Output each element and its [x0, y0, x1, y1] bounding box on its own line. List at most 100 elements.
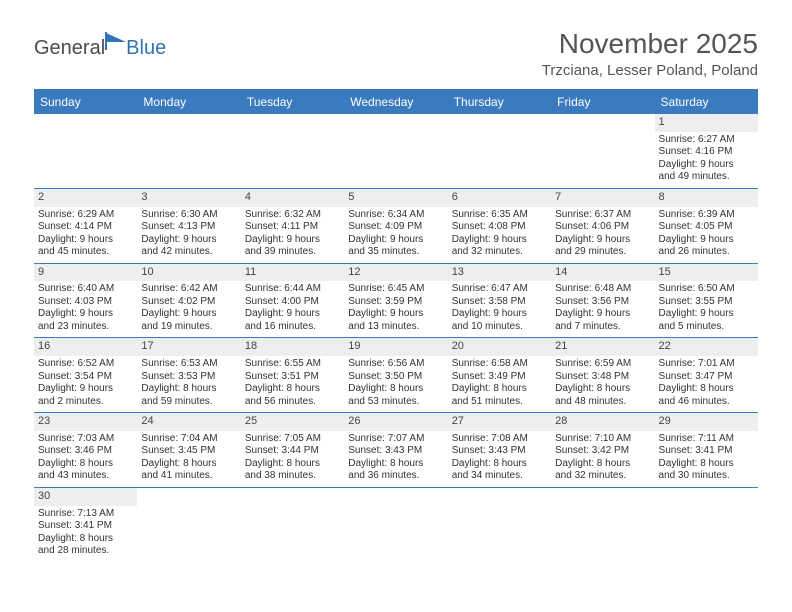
day-info-line: and 29 minutes.: [555, 246, 650, 259]
day-info-line: Sunset: 3:54 PM: [38, 371, 133, 384]
day-number: 2: [34, 189, 137, 207]
day-info-line: Sunrise: 6:44 AM: [245, 283, 340, 296]
day-info-line: Daylight: 9 hours: [245, 308, 340, 321]
day-info-line: Sunset: 4:13 PM: [141, 221, 236, 234]
day-info-line: Daylight: 9 hours: [452, 234, 547, 247]
day-number: 27: [448, 413, 551, 431]
day-info-line: Sunset: 4:11 PM: [245, 221, 340, 234]
day-info-line: Sunset: 3:55 PM: [659, 296, 754, 309]
day-info-line: and 41 minutes.: [141, 470, 236, 483]
day-info-line: and 16 minutes.: [245, 321, 340, 334]
day-info-line: Sunset: 4:02 PM: [141, 296, 236, 309]
top-row: General Blue November 2025 Trzciana, Les…: [34, 28, 758, 79]
day-info-line: and 43 minutes.: [38, 470, 133, 483]
day-info-line: Sunrise: 6:42 AM: [141, 283, 236, 296]
day-info-line: Daylight: 8 hours: [452, 458, 547, 471]
day-info-line: Sunrise: 7:10 AM: [555, 433, 650, 446]
day-info-line: and 7 minutes.: [555, 321, 650, 334]
day-info-line: Daylight: 9 hours: [141, 234, 236, 247]
header-saturday: Saturday: [655, 91, 758, 114]
day-cell: 21Sunrise: 6:59 AMSunset: 3:48 PMDayligh…: [551, 338, 654, 412]
day-info-line: and 2 minutes.: [38, 396, 133, 409]
empty-cell: [344, 114, 447, 188]
day-info-line: Sunset: 3:51 PM: [245, 371, 340, 384]
empty-cell: [655, 488, 758, 562]
day-cell: 19Sunrise: 6:56 AMSunset: 3:50 PMDayligh…: [344, 338, 447, 412]
day-number: 6: [448, 189, 551, 207]
calendar-header-row: Sunday Monday Tuesday Wednesday Thursday…: [34, 91, 758, 114]
day-cell: 11Sunrise: 6:44 AMSunset: 4:00 PMDayligh…: [241, 264, 344, 338]
day-cell: 28Sunrise: 7:10 AMSunset: 3:42 PMDayligh…: [551, 413, 654, 487]
empty-cell: [137, 114, 240, 188]
day-info-line: Sunrise: 7:13 AM: [38, 508, 133, 521]
day-info-line: and 56 minutes.: [245, 396, 340, 409]
day-number: 26: [344, 413, 447, 431]
day-info-line: Sunset: 4:05 PM: [659, 221, 754, 234]
logo-flag-icon: [105, 32, 127, 50]
day-info-line: Sunset: 3:47 PM: [659, 371, 754, 384]
day-number: 29: [655, 413, 758, 431]
day-number: 22: [655, 338, 758, 356]
day-info-line: Sunrise: 6:35 AM: [452, 209, 547, 222]
empty-cell: [448, 114, 551, 188]
day-info-line: Daylight: 9 hours: [141, 308, 236, 321]
page: General Blue November 2025 Trzciana, Les…: [0, 0, 792, 562]
day-cell: 18Sunrise: 6:55 AMSunset: 3:51 PMDayligh…: [241, 338, 344, 412]
logo-text-blue: Blue: [126, 37, 166, 60]
empty-cell: [241, 114, 344, 188]
day-cell: 24Sunrise: 7:04 AMSunset: 3:45 PMDayligh…: [137, 413, 240, 487]
day-cell: 8Sunrise: 6:39 AMSunset: 4:05 PMDaylight…: [655, 189, 758, 263]
day-info-line: Sunrise: 6:47 AM: [452, 283, 547, 296]
day-info-line: and 19 minutes.: [141, 321, 236, 334]
day-info-line: Sunset: 3:58 PM: [452, 296, 547, 309]
day-number: 16: [34, 338, 137, 356]
day-cell: 7Sunrise: 6:37 AMSunset: 4:06 PMDaylight…: [551, 189, 654, 263]
day-info-line: and 23 minutes.: [38, 321, 133, 334]
day-info-line: Daylight: 8 hours: [245, 458, 340, 471]
day-info-line: and 32 minutes.: [452, 246, 547, 259]
day-info-line: Daylight: 8 hours: [659, 458, 754, 471]
day-number: 28: [551, 413, 654, 431]
header-monday: Monday: [137, 91, 240, 114]
day-info-line: Daylight: 9 hours: [245, 234, 340, 247]
day-info-line: Sunrise: 6:34 AM: [348, 209, 443, 222]
day-number: 21: [551, 338, 654, 356]
day-info-line: Sunset: 3:44 PM: [245, 445, 340, 458]
day-number: 18: [241, 338, 344, 356]
title-block: November 2025 Trzciana, Lesser Poland, P…: [542, 28, 758, 79]
day-info-line: Sunrise: 6:45 AM: [348, 283, 443, 296]
day-info-line: Sunset: 4:14 PM: [38, 221, 133, 234]
day-info-line: and 46 minutes.: [659, 396, 754, 409]
day-cell: 10Sunrise: 6:42 AMSunset: 4:02 PMDayligh…: [137, 264, 240, 338]
day-info-line: Sunset: 3:45 PM: [141, 445, 236, 458]
day-info-line: Sunset: 3:46 PM: [38, 445, 133, 458]
day-info-line: and 38 minutes.: [245, 470, 340, 483]
day-info-line: Sunset: 3:48 PM: [555, 371, 650, 384]
day-info-line: Sunset: 3:42 PM: [555, 445, 650, 458]
day-info-line: and 45 minutes.: [38, 246, 133, 259]
day-info-line: and 32 minutes.: [555, 470, 650, 483]
day-info-line: Daylight: 9 hours: [452, 308, 547, 321]
calendar: Sunday Monday Tuesday Wednesday Thursday…: [34, 89, 758, 562]
day-number: 3: [137, 189, 240, 207]
day-cell: 14Sunrise: 6:48 AMSunset: 3:56 PMDayligh…: [551, 264, 654, 338]
day-info-line: Daylight: 9 hours: [38, 383, 133, 396]
day-info-line: Sunrise: 6:40 AM: [38, 283, 133, 296]
day-info-line: Sunset: 4:09 PM: [348, 221, 443, 234]
day-info-line: Sunrise: 6:27 AM: [659, 134, 754, 147]
day-info-line: and 36 minutes.: [348, 470, 443, 483]
day-info-line: and 42 minutes.: [141, 246, 236, 259]
day-info-line: Sunrise: 6:50 AM: [659, 283, 754, 296]
day-info-line: Daylight: 9 hours: [348, 234, 443, 247]
day-number: 7: [551, 189, 654, 207]
day-number: 20: [448, 338, 551, 356]
day-info-line: Sunrise: 6:56 AM: [348, 358, 443, 371]
day-info-line: Sunset: 3:50 PM: [348, 371, 443, 384]
day-info-line: Daylight: 8 hours: [348, 383, 443, 396]
day-number: 10: [137, 264, 240, 282]
day-info-line: Sunrise: 7:04 AM: [141, 433, 236, 446]
header-thursday: Thursday: [448, 91, 551, 114]
day-info-line: Daylight: 8 hours: [555, 383, 650, 396]
day-info-line: Sunrise: 6:52 AM: [38, 358, 133, 371]
day-info-line: and 49 minutes.: [659, 171, 754, 184]
